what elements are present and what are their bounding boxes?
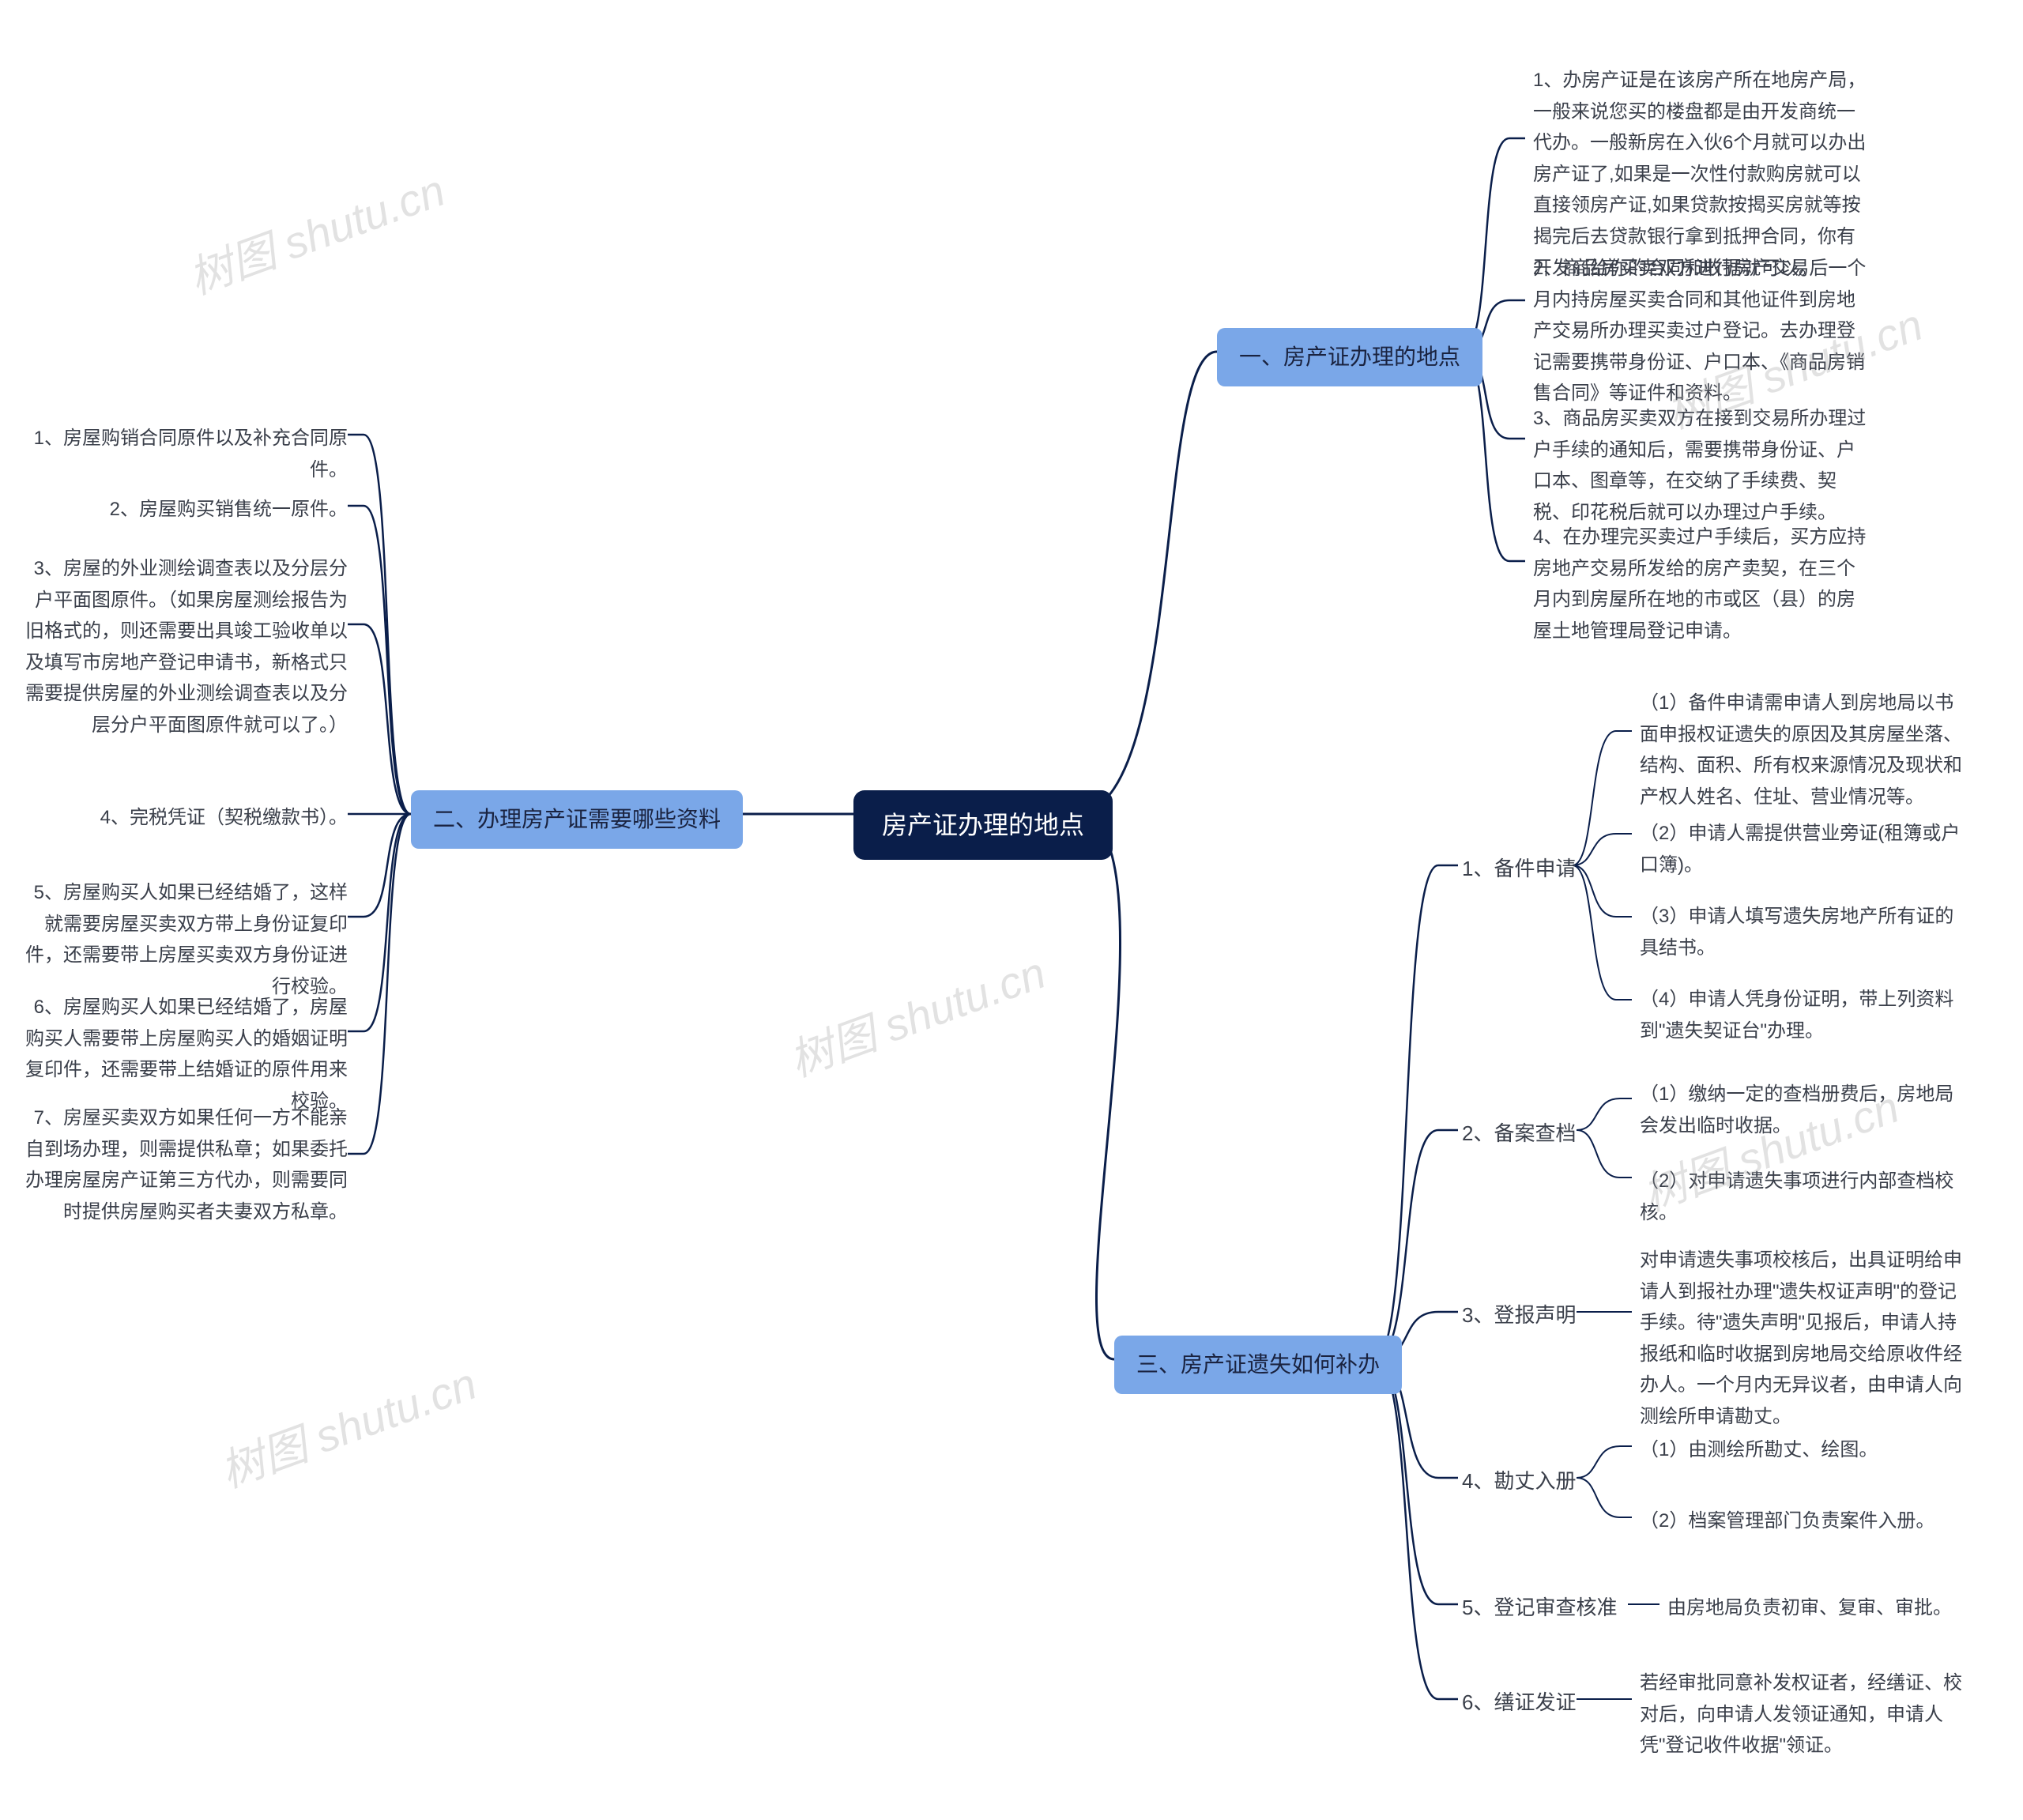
branch2-leaf-7: 7、房屋买卖双方如果任何一方不能亲自到场办理，则需提供私章；如果委托办理房屋房产… <box>24 1102 348 1227</box>
watermark-1: 树图 shutu.cn <box>179 155 453 307</box>
root-node: 房产证办理的地点 <box>853 790 1113 860</box>
watermark-3: 树图 shutu.cn <box>779 937 1053 1089</box>
sub1-leaf-2: （2）申请人需提供营业旁证(租簿或户口簿)。 <box>1640 818 1972 880</box>
branch1-leaf-3: 3、商品房买卖双方在接到交易所办理过户手续的通知后，需要携带身份证、户口本、图章… <box>1533 403 1873 528</box>
branch1-leaf-1: 1、办房产证是在该房产所在地房产局，一般来说您买的楼盘都是由开发商统一代办。一般… <box>1533 65 1873 284</box>
sub4-leaf-2: （2）档案管理部门负责案件入册。 <box>1640 1505 1934 1537</box>
sub-1-label: 1、备件申请 <box>1462 853 1576 884</box>
sub5-leaf-1: 由房地局负责初审、复审、审批。 <box>1667 1592 1952 1624</box>
sub3-leaf-1: 对申请遗失事项校核后，出具证明给申请人到报社办理"遗失权证声明"的登记手续。待"… <box>1640 1245 1972 1433</box>
sub2-leaf-2: （2）对申请遗失事项进行内部查档校核。 <box>1640 1166 1972 1228</box>
sub6-leaf-1: 若经审批同意补发权证者，经缮证、校对后，向申请人发领证通知，申请人凭"登记收件收… <box>1640 1667 1972 1762</box>
branch-3: 三、房产证遗失如何补办 <box>1114 1336 1402 1394</box>
branch2-leaf-2: 2、房屋购买销售统一原件。 <box>24 494 348 526</box>
branch2-leaf-3: 3、房屋的外业测绘调查表以及分层分户平面图原件。（如果房屋测绘报告为旧格式的，则… <box>24 553 348 741</box>
sub-4-label: 4、勘丈入册 <box>1462 1466 1576 1497</box>
sub1-leaf-3: （3）申请人填写遗失房地产所有证的具结书。 <box>1640 901 1972 963</box>
mindmap-canvas: 房产证办理的地点 一、房产证办理的地点 1、办房产证是在该房产所在地房产局，一般… <box>0 0 2023 1820</box>
branch1-leaf-4: 4、在办理完买卖过户手续后，买方应持房地产交易所发给的房产卖契，在三个月内到房屋… <box>1533 522 1873 646</box>
sub1-leaf-1: （1）备件申请需申请人到房地局以书面申报权证遗失的原因及其房屋坐落、结构、面积、… <box>1640 688 1972 812</box>
branch-1: 一、房产证办理的地点 <box>1217 328 1482 386</box>
sub-5-label: 5、登记审查核准 <box>1462 1592 1617 1623</box>
branch2-leaf-5: 5、房屋购买人如果已经结婚了，这样就需要房屋买卖双方带上身份证复印件，还需要带上… <box>24 877 348 1002</box>
branch2-leaf-6: 6、房屋购买人如果已经结婚了，房屋购买人需要带上房屋购买人的婚姻证明复印件，还需… <box>24 992 348 1117</box>
branch2-leaf-1: 1、房屋购销合同原件以及补充合同原件。 <box>24 423 348 485</box>
sub-3-label: 3、登报声明 <box>1462 1300 1576 1331</box>
sub1-leaf-4: （4）申请人凭身份证明，带上列资料到"遗失契证台"办理。 <box>1640 984 1972 1046</box>
sub-6-label: 6、缮证发证 <box>1462 1687 1576 1718</box>
sub-2-label: 2、备案查档 <box>1462 1118 1576 1149</box>
sub2-leaf-1: （1）缴纳一定的查档册费后，房地局会发出临时收据。 <box>1640 1079 1972 1141</box>
watermark-5: 树图 shutu.cn <box>210 1348 484 1500</box>
sub4-leaf-1: （1）由测绘所勘丈、绘图。 <box>1640 1434 1878 1466</box>
branch1-leaf-2: 2、商品房买卖双方进行房产交易后一个月内持房屋买卖合同和其他证件到房地产交易所办… <box>1533 253 1873 409</box>
branch-2: 二、办理房产证需要哪些资料 <box>411 790 743 849</box>
branch2-leaf-4: 4、完税凭证（契税缴款书）。 <box>24 802 348 834</box>
